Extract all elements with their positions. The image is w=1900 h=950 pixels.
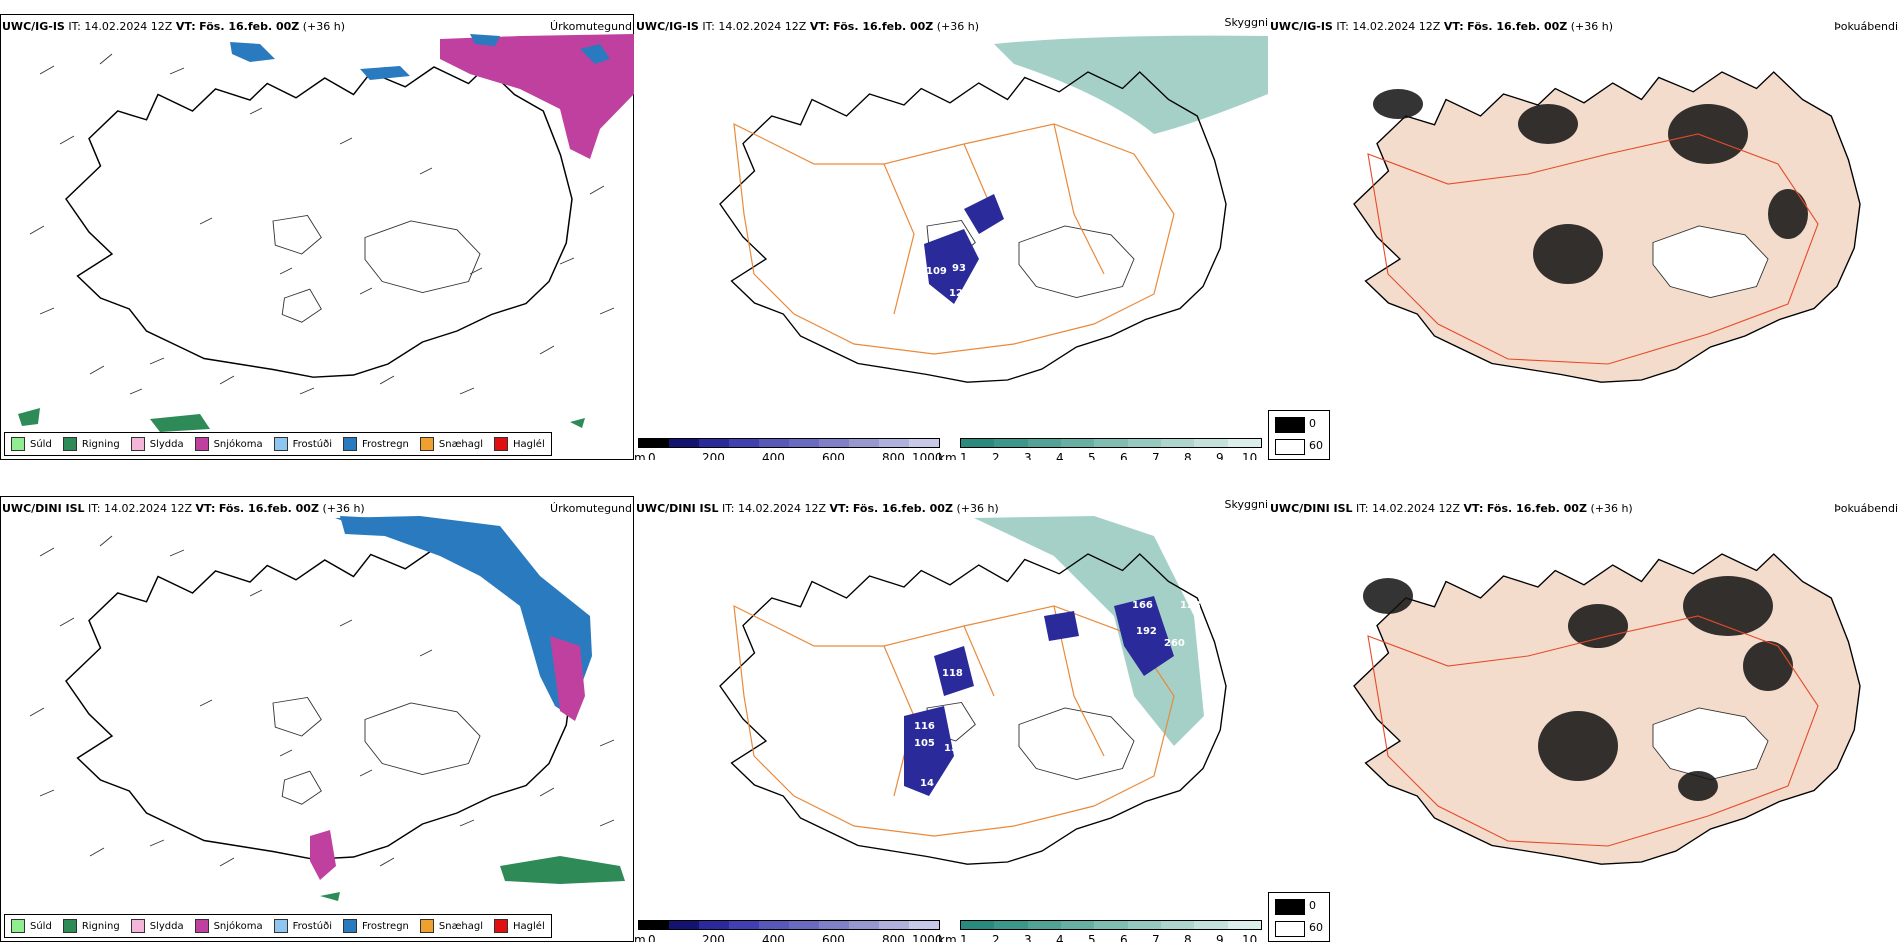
legend-item: Slydda: [130, 437, 184, 451]
visibility-map-row2: 118 116 105 15 166 123 192 260 18 14: [719, 516, 1227, 865]
panel-header: UWC/DINI ISL IT: 14.02.2024 12Z VT: Fös.…: [636, 502, 999, 515]
vis-label: 11: [954, 306, 968, 317]
vis-label: 109: [926, 266, 947, 277]
vis-label: 14: [920, 778, 934, 789]
panel-header: UWC/DINI ISL IT: 14.02.2024 12Z VT: Fös.…: [1270, 502, 1633, 515]
legend-item: Snjókoma: [194, 919, 263, 933]
colorbar-km: [960, 438, 1262, 448]
snow-area: [440, 34, 634, 159]
fog-panel-row2: UWC/DINI ISL IT: 14.02.2024 12Z VT: Fös.…: [1268, 496, 1900, 942]
unit-label: m: [634, 451, 646, 460]
panel-title: Þokuábendi: [1834, 20, 1898, 33]
visibility-colorbar: m 0 200 400 600 800 1000 km 1 2 3 4 5 6 …: [634, 438, 1268, 460]
vis-label: 126: [949, 288, 970, 299]
legend-item: Haglél: [494, 437, 545, 451]
legend-item: Frostúði: [273, 919, 332, 933]
unit-label: km: [938, 933, 957, 942]
wind-barbs: [29, 53, 615, 395]
visibility-colorbar: m 0 200 400 600 800 1000 km 1 2 3 4 5 6 …: [634, 920, 1268, 942]
vis-label: 116: [914, 721, 935, 732]
visibility-panel-row1: UWC/IG-IS IT: 14.02.2024 12Z VT: Fös. 16…: [634, 14, 1268, 460]
fog-legend: 0 60: [1268, 892, 1330, 942]
visibility-panel-row2: UWC/DINI ISL IT: 14.02.2024 12Z VT: Fös.…: [634, 496, 1268, 942]
vis-label: 260: [1164, 638, 1185, 649]
vis-label: 15: [944, 743, 958, 754]
panel-header: UWC/IG-IS IT: 14.02.2024 12Z VT: Fös. 16…: [1270, 20, 1614, 33]
colorbar-m: [638, 920, 940, 930]
legend-item: Haglél: [494, 919, 545, 933]
precip-panel-row1: UWC/IG-IS IT: 14.02.2024 12Z VT: Fös. 16…: [0, 14, 634, 460]
precip-legend: Súld Rigning Slydda Snjókoma Frostúði Fr…: [4, 432, 552, 456]
legend-item: Snæhagl: [419, 437, 483, 451]
colorbar-m: [638, 438, 940, 448]
panel-header: UWC/IG-IS IT: 14.02.2024 12Z VT: Fös. 16…: [636, 20, 980, 33]
panel-frame: [0, 496, 634, 942]
fog-map-row2: [1353, 553, 1861, 865]
legend-item: Snjókoma: [194, 437, 263, 451]
panel-title: Þokuábendi: [1834, 502, 1898, 515]
precip-panel-row2: UWC/DINI ISL IT: 14.02.2024 12Z VT: Fös.…: [0, 496, 634, 942]
vis-label: 192: [1136, 626, 1157, 637]
legend-item: Rigning: [62, 437, 120, 451]
legend-item: Frostregn: [343, 919, 409, 933]
vis-label: 93: [952, 263, 966, 274]
fog-legend: 0 60: [1268, 410, 1330, 460]
vis-label: 118: [942, 668, 963, 679]
legend-item: Frostúði: [273, 437, 332, 451]
legend-item: Rigning: [62, 919, 120, 933]
fog-map-row1: [1353, 71, 1861, 383]
legend-item: Slydda: [130, 919, 184, 933]
vis-label: 18: [924, 804, 938, 815]
vis-label: 105: [914, 738, 935, 749]
unit-label: m: [634, 933, 646, 942]
precip-legend: Súld Rigning Slydda Snjókoma Frostúði Fr…: [4, 914, 552, 938]
unit-label: km: [938, 451, 957, 460]
legend-item: Frostregn: [343, 437, 409, 451]
visibility-map-row1: 109 93 126 11: [719, 35, 1268, 383]
vis-label: 123: [1180, 600, 1201, 611]
panel-title: Úrkomutegund: [550, 20, 632, 33]
panel-frame: [0, 14, 634, 460]
panel-title: Úrkomutegund: [550, 502, 632, 515]
panel-title: Skyggni: [1224, 16, 1268, 29]
low-visibility: [924, 194, 1004, 304]
fog-panel-row1: UWC/IG-IS IT: 14.02.2024 12Z VT: Fös. 16…: [1268, 14, 1900, 460]
colorbar-km: [960, 920, 1262, 930]
fog-areas: [1373, 89, 1808, 284]
legend-item: Snæhagl: [419, 919, 483, 933]
precip-map-row1: [18, 34, 634, 432]
vis-label: 166: [1132, 600, 1153, 611]
legend-item: Súld: [11, 919, 52, 933]
panel-header: UWC/DINI ISL IT: 14.02.2024 12Z VT: Fös.…: [2, 502, 365, 515]
legend-item: Súld: [11, 437, 52, 451]
precip-map-row2: [29, 516, 625, 901]
panel-header: UWC/IG-IS IT: 14.02.2024 12Z VT: Fös. 16…: [2, 20, 346, 33]
panel-title: Skyggni: [1224, 498, 1268, 511]
